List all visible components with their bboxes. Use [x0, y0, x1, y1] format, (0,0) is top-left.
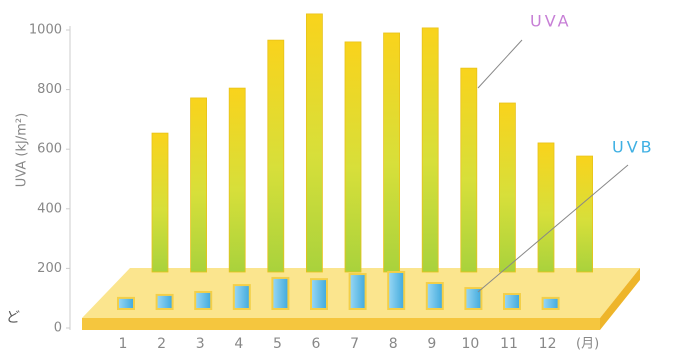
y-axis-label: UVA (kJ/m²) — [15, 113, 30, 187]
y-tick-label: 200 — [37, 261, 62, 276]
uvb-pointer — [477, 164, 629, 293]
x-tick-label: 5 — [273, 336, 282, 352]
x-tick-label: 4 — [234, 336, 243, 352]
uva-pointer — [477, 39, 523, 89]
x-tick-label: 9 — [427, 336, 436, 352]
y-tick-label: 800 — [37, 82, 62, 97]
uvb-bar — [348, 273, 367, 311]
cut-text: ど — [6, 310, 20, 326]
x-tick-label: 11 — [500, 336, 518, 352]
uva-bar — [383, 32, 401, 273]
platform-front — [82, 318, 600, 330]
uva-bar — [498, 102, 516, 273]
uvb-bar — [117, 296, 135, 311]
uva-bar — [228, 87, 246, 273]
x-tick-label: 2 — [157, 336, 166, 352]
uva-bar — [305, 13, 323, 273]
uva-bar — [421, 27, 439, 273]
y-tick-label: 1000 — [29, 23, 62, 38]
uvb-bar — [155, 293, 174, 310]
uvb-bar — [387, 270, 406, 311]
uva-label: UVA — [530, 12, 572, 31]
x-unit: (月) — [576, 337, 599, 352]
uva-bar — [267, 39, 285, 273]
uvb-bar — [464, 287, 483, 310]
uvb-bar — [425, 282, 444, 311]
uvb-bar — [194, 290, 213, 310]
uva-bar — [190, 97, 208, 273]
x-tick-label: 12 — [539, 336, 557, 352]
marks — [117, 13, 593, 311]
y-tick-label: 400 — [37, 201, 62, 216]
x-tick-label: 7 — [350, 336, 359, 352]
uva-bar — [151, 132, 169, 273]
uvb-label: UVB — [612, 138, 655, 157]
uva-bar — [537, 142, 555, 273]
uva-bar — [576, 155, 593, 273]
x-tick-label: 3 — [196, 336, 205, 352]
y-tick-label: 600 — [37, 142, 62, 157]
uvb-bar — [310, 278, 328, 310]
x-tick-label: 6 — [312, 336, 321, 352]
uvb-bar — [271, 276, 290, 311]
uvb-bar — [503, 293, 521, 311]
x-tick-label: 1 — [119, 336, 128, 352]
y-tick-label: 0 — [54, 321, 62, 336]
x-tick-label: 8 — [389, 336, 398, 352]
uva-bar — [460, 67, 478, 273]
uvb-bar — [232, 284, 251, 311]
uva-bar — [344, 41, 362, 273]
x-tick-label: 10 — [461, 336, 479, 352]
platform-side — [600, 268, 640, 330]
uvb-bar — [541, 296, 560, 311]
